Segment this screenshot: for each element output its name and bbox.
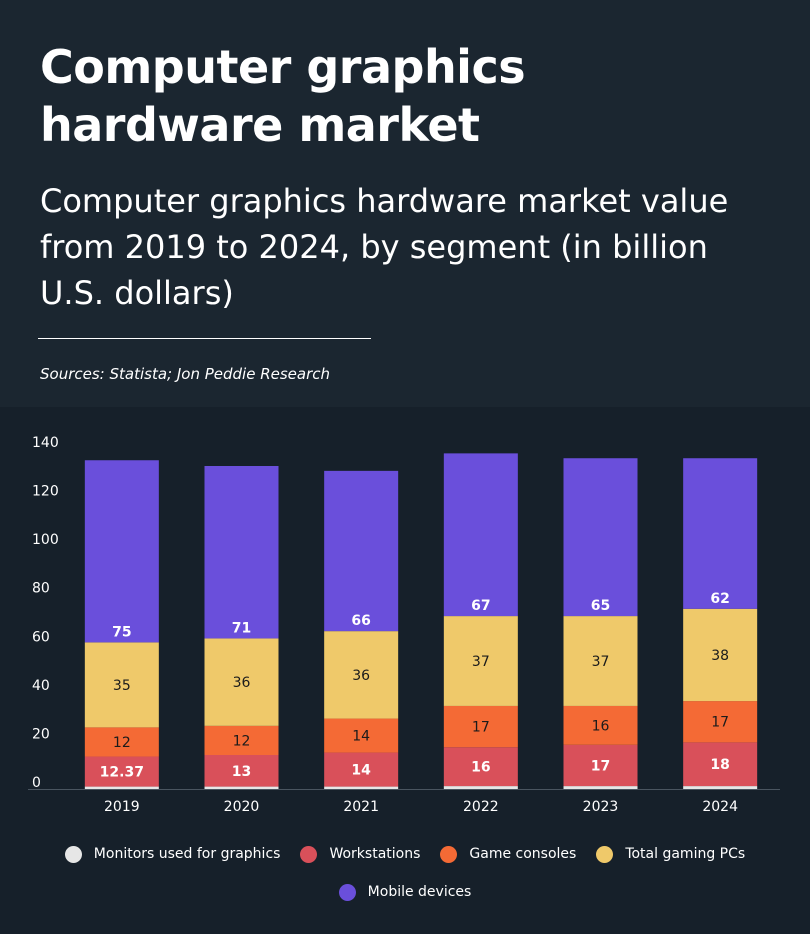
- stacked-bar-chart: 0 20 40 60 80 100 120 140 12.37 12 35 75 2019 13 12 36 7…: [28, 435, 780, 815]
- data-label: 36: [233, 675, 251, 691]
- legend-label-game-consoles: Game consoles: [469, 846, 577, 862]
- legend-swatch-gaming-pcs: [596, 845, 614, 863]
- bar-segment: [84, 642, 159, 728]
- bar-segment: [204, 725, 279, 755]
- bar-segment: [204, 755, 279, 787]
- data-label: 67: [471, 598, 490, 614]
- header-panel: Computer graphics hardware market Comput…: [0, 0, 810, 407]
- data-label: 65: [591, 598, 610, 614]
- chart-title: Computer graphics hardware market: [40, 40, 526, 152]
- data-label: 17: [472, 720, 490, 736]
- y-tick-label: 20: [32, 726, 50, 742]
- data-label: 16: [592, 718, 610, 734]
- bar-segment: [84, 786, 159, 789]
- bar-segment: [324, 631, 399, 719]
- data-label: 16: [471, 760, 490, 776]
- data-label: 12.37: [100, 765, 144, 781]
- data-label: 37: [472, 654, 490, 670]
- data-label: 38: [711, 648, 729, 664]
- x-tick-label: 2020: [224, 799, 260, 815]
- data-label: 35: [113, 678, 131, 694]
- data-label: 14: [352, 729, 370, 745]
- bar-segment: [204, 786, 279, 789]
- x-tick-label: 2022: [463, 799, 499, 815]
- bar-segment: [683, 786, 758, 789]
- bar-segment: [324, 470, 399, 632]
- x-tick-label: 2021: [343, 799, 379, 815]
- bar-segment: [683, 701, 758, 743]
- bar-segment: [324, 786, 399, 789]
- x-tick-label: 2024: [702, 799, 738, 815]
- y-tick-label: 80: [32, 581, 50, 597]
- legend-swatch-game-consoles: [440, 845, 458, 863]
- legend-label-mobile-devices: Mobile devices: [367, 884, 472, 900]
- legend-swatch-monitors: [64, 845, 82, 863]
- legend-item-monitors: Monitors used for graphics: [64, 845, 281, 863]
- data-label: 18: [710, 757, 729, 773]
- data-label: 66: [351, 613, 370, 629]
- bar-segment: [563, 744, 638, 787]
- bar-segment: [563, 458, 638, 617]
- data-label: 75: [112, 624, 131, 640]
- legend-label-monitors: Monitors used for graphics: [93, 846, 281, 862]
- legend-label-gaming-pcs: Total gaming PCs: [625, 846, 746, 862]
- legend-item-game-consoles: Game consoles: [440, 845, 577, 863]
- data-label: 17: [591, 758, 610, 774]
- legend-swatch-workstations: [300, 845, 318, 863]
- legend-row-1: Monitors used for graphics Workstations …: [0, 843, 810, 865]
- y-tick-label: 0: [32, 775, 41, 791]
- bar-segment: [443, 453, 518, 617]
- sources-note: Sources: Statista; Jon Peddie Research: [40, 365, 331, 383]
- y-tick-label: 100: [32, 532, 59, 548]
- data-label: 37: [592, 654, 610, 670]
- legend-item-gaming-pcs: Total gaming PCs: [596, 845, 746, 863]
- y-tick-label: 120: [32, 484, 59, 500]
- bar-segment: [84, 460, 159, 643]
- y-tick-label: 40: [32, 678, 50, 694]
- bar-segment: [84, 727, 159, 757]
- chart-subtitle: Computer graphics hardware market value …: [40, 182, 729, 312]
- bar-segment: [443, 786, 518, 789]
- y-tick-label: 60: [32, 629, 50, 645]
- bar-segment: [443, 747, 518, 787]
- bar-segment: [563, 705, 638, 745]
- bar-segment: [683, 458, 758, 609]
- bar-segment: [204, 466, 279, 639]
- y-tick-label: 140: [32, 435, 59, 451]
- bar-segment: [443, 616, 518, 706]
- data-label: 12: [113, 735, 131, 751]
- bar-segment: [563, 616, 638, 706]
- bar-segment: [683, 742, 758, 787]
- bar-segment: [563, 786, 638, 789]
- legend-row-2: Mobile devices: [0, 881, 810, 903]
- bar-segment: [204, 638, 279, 726]
- legend-label-workstations: Workstations: [329, 846, 421, 862]
- data-label: 17: [711, 715, 729, 731]
- bar-segment: [84, 756, 159, 787]
- legend-swatch-mobile-devices: [338, 883, 356, 901]
- x-tick-label: 2023: [583, 799, 619, 815]
- data-label: 36: [352, 668, 370, 684]
- data-label: 14: [351, 763, 371, 779]
- bar-segment: [683, 608, 758, 702]
- x-tick-label: 2019: [104, 799, 140, 815]
- data-label: 13: [232, 764, 251, 780]
- legend-item-workstations: Workstations: [300, 845, 421, 863]
- chart-legend: Monitors used for graphics Workstations …: [0, 843, 810, 919]
- legend-item-mobile-devices: Mobile devices: [338, 883, 472, 901]
- divider-line: [38, 338, 371, 339]
- data-label: 62: [710, 591, 729, 607]
- bar-segment: [324, 752, 399, 787]
- bar-segment: [443, 705, 518, 748]
- data-label: 12: [233, 733, 251, 749]
- data-label: 71: [232, 620, 251, 636]
- bar-segment: [324, 718, 399, 753]
